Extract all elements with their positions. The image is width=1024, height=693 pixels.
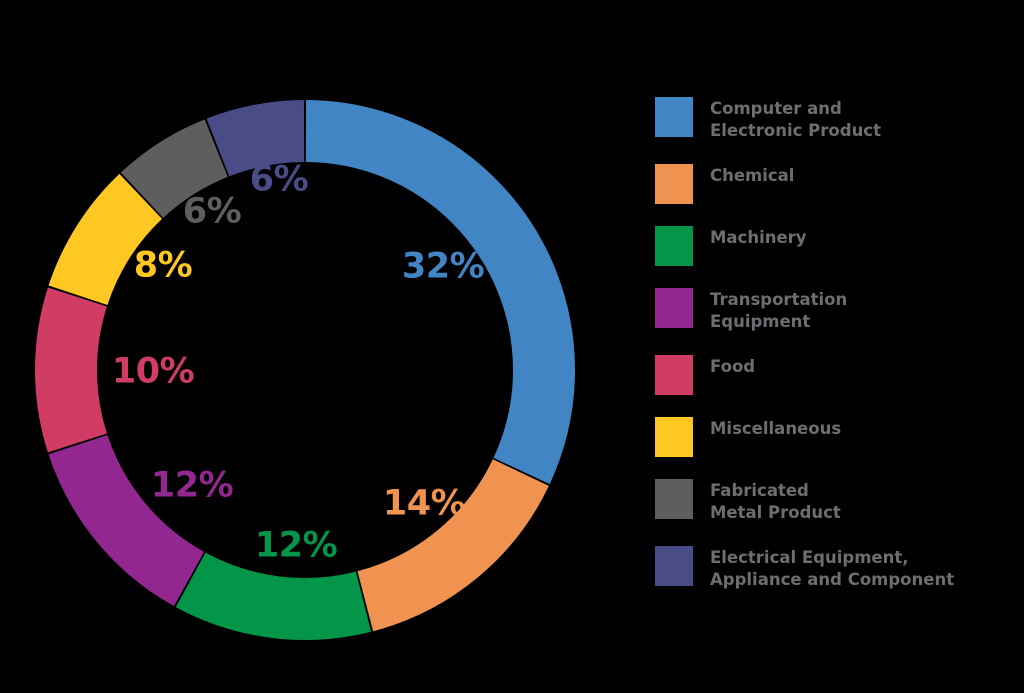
legend-item[interactable]: Fabricated Metal Product bbox=[655, 479, 1015, 524]
donut-segment[interactable] bbox=[4, 69, 605, 670]
donut-value-label: 10% bbox=[111, 351, 195, 392]
donut-segment[interactable] bbox=[0, 45, 630, 693]
legend-item-label: Miscellaneous bbox=[710, 419, 842, 438]
legend-color-swatch bbox=[655, 546, 693, 586]
donut-svg bbox=[0, 32, 640, 693]
donut-segment[interactable] bbox=[35, 100, 575, 640]
legend-item[interactable]: Electrical Equipment, Appliance and Comp… bbox=[655, 546, 1015, 591]
legend-item-label: Machinery bbox=[710, 228, 807, 247]
legend-item[interactable]: Chemical bbox=[655, 164, 1015, 204]
donut-segment[interactable] bbox=[0, 32, 640, 693]
donut-value-label: 8% bbox=[133, 245, 193, 286]
legend-item[interactable]: Miscellaneous bbox=[655, 417, 1015, 457]
legend-item[interactable]: Machinery bbox=[655, 226, 1015, 266]
donut-segment[interactable] bbox=[0, 52, 623, 689]
legend-item[interactable]: Computer and Electronic Product bbox=[655, 97, 1015, 142]
legend-color-swatch bbox=[655, 355, 693, 395]
donut-value-label: 6% bbox=[249, 159, 309, 200]
donut-value-label: 6% bbox=[182, 191, 242, 232]
donut-segment[interactable] bbox=[15, 80, 596, 661]
legend-item-label: Food bbox=[710, 357, 756, 376]
donut-segment-group bbox=[0, 32, 640, 693]
legend-color-swatch bbox=[655, 164, 693, 204]
legend-color-swatch bbox=[655, 97, 693, 137]
legend-item-label: Electrical Equipment, Appliance and Comp… bbox=[710, 548, 955, 589]
legend-color-swatch bbox=[655, 226, 693, 266]
legend-item[interactable]: Transportation Equipment bbox=[655, 288, 1015, 333]
legend-item[interactable]: Food bbox=[655, 355, 1015, 395]
donut-segment[interactable] bbox=[0, 60, 615, 679]
donut-chart-plot: 32% 14% 12% 12% 10% 8% 6% 6% bbox=[0, 32, 640, 693]
legend-item-label: Transportation Equipment bbox=[710, 290, 848, 331]
legend-item-label: Fabricated Metal Product bbox=[710, 481, 841, 522]
donut-segment[interactable] bbox=[3, 68, 607, 672]
legend-color-swatch bbox=[655, 417, 693, 457]
donut-value-label: 32% bbox=[401, 246, 485, 287]
donut-value-label: 14% bbox=[382, 483, 466, 524]
legend-color-swatch bbox=[655, 288, 693, 328]
donut-value-label: 12% bbox=[150, 465, 234, 506]
donut-value-label: 12% bbox=[254, 525, 338, 566]
legend-item-label: Chemical bbox=[710, 166, 795, 185]
legend-color-swatch bbox=[655, 479, 693, 519]
chart-legend: Computer and Electronic Product Chemical M… bbox=[655, 97, 1015, 613]
legend-item-label: Computer and Electronic Product bbox=[710, 99, 881, 140]
